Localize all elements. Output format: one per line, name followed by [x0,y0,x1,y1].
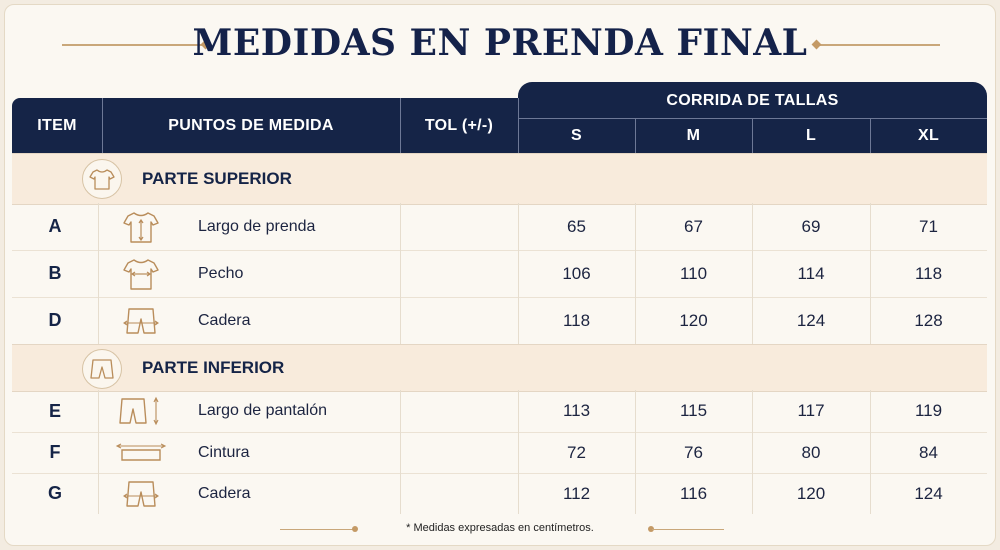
waist-icon [102,432,180,473]
row-name: Cintura [198,443,250,461]
row-tol [400,203,518,250]
row-value-s: 113 [562,401,591,420]
page-title: MEDIDAS EN PRENDA FINAL [192,22,808,64]
shorts-length-icon [102,390,180,432]
header-size-m: M [686,127,701,144]
table-row: A Largo de prenda 65 67 69 71 [12,203,987,251]
row-item: E [48,400,61,421]
row-value-m: 110 [679,263,708,283]
title-ornament-left [62,39,211,50]
row-name: Pecho [198,264,244,282]
row-value-m: 120 [679,310,708,330]
row-name: Largo de pantalón [198,402,327,419]
header-tol: TOL (+/-) [424,116,494,134]
row-tol [400,473,518,514]
header-size-xl: XL [917,127,940,144]
row-value-m: 115 [679,401,708,420]
row-item: F [49,442,61,462]
row-value-s: 118 [562,310,591,330]
footnote-line-left [280,529,355,530]
section-label-upper: PARTE SUPERIOR [142,169,292,188]
header-points: PUNTOS DE MEDIDA [168,116,334,134]
shorts-hip-icon [102,297,180,344]
tshirt-chest-icon [102,250,180,297]
tshirt-icon [82,159,122,199]
row-value-l: 124 [796,310,826,330]
section-label-lower: PARTE INFERIOR [142,358,285,377]
row-value-xl: 71 [919,216,938,236]
row-value-s: 65 [567,216,586,236]
footnote-line-right [652,529,724,530]
footnote: * Medidas expresadas en centímetros. [406,522,594,534]
footnote-dot-left [352,526,358,532]
header-left-block [12,98,518,153]
row-item: A [48,216,62,236]
row-name: Cadera [198,311,251,329]
row-tol [400,250,518,297]
row-tol [400,297,518,344]
row-value-s: 106 [562,263,591,283]
row-value-l: 114 [797,263,825,283]
table-row: G Cadera 112 116 120 124 [12,473,987,514]
table-row: D Cadera 118 120 124 128 [12,297,987,345]
row-value-s: 112 [562,483,591,503]
header-size-l: L [805,127,817,144]
row-value-l: 117 [797,401,825,420]
row-name: Largo de prenda [198,217,316,235]
header-size-run: CORRIDA DE TALLAS [666,92,839,109]
header-size-s: S [571,127,582,144]
row-value-l: 80 [801,442,821,462]
row-value-xl: 128 [914,310,943,330]
row-value-xl: 119 [914,401,943,420]
table-row: F Cintura 72 76 80 84 [12,432,987,474]
footnote-dot-right [648,526,654,532]
row-item: G [47,483,62,503]
row-tol [400,390,518,432]
row-value-xl: 118 [914,263,943,283]
row-item: D [48,310,62,330]
title-ornament-right [811,39,940,50]
row-value-s: 72 [567,442,586,462]
row-item: B [48,263,62,283]
section-header-lower: PARTE INFERIOR [12,344,987,392]
shorts-icon [82,349,122,389]
table-row: E Largo de pantalón 113 115 117 119 [12,390,987,433]
row-tol [400,432,518,473]
row-value-xl: 84 [919,442,938,462]
row-value-xl: 124 [914,483,943,503]
title-row: MEDIDAS EN PRENDA FINAL [0,22,1000,72]
row-value-m: 67 [684,216,703,236]
header-item: ITEM [37,116,77,134]
row-value-l: 120 [796,483,826,503]
row-name: Cadera [198,484,251,502]
tshirt-length-icon [102,203,180,250]
row-value-m: 116 [679,483,708,503]
measurements-table: ITEM PUNTOS DE MEDIDA TOL (+/-) CORRIDA … [12,82,987,514]
row-value-m: 76 [684,442,703,462]
section-header-upper: PARTE SUPERIOR [12,153,987,205]
table-row: B Pecho 106 110 114 118 [12,250,987,298]
row-value-l: 69 [801,216,821,236]
shorts-hip-icon [102,473,180,514]
